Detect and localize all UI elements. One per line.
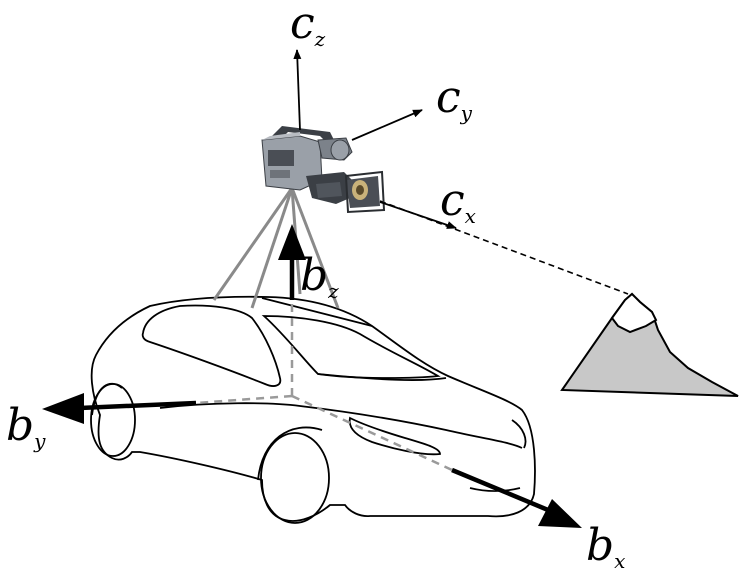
arrowhead-body-y: [42, 393, 84, 424]
camera-mount: [212, 187, 340, 309]
axis-body-x: [451, 467, 549, 513]
camera-axes: [293, 49, 457, 229]
label-body-x: bx: [586, 520, 625, 573]
label-body-z: bz: [300, 250, 339, 303]
axis-body-y: [79, 400, 197, 411]
camera: [261, 126, 386, 214]
body-axes: [79, 258, 549, 513]
mountain: [560, 292, 739, 397]
arrowhead-body-x: [538, 499, 582, 528]
axis-camera-y: [351, 109, 423, 141]
arrowhead-body-z: [278, 224, 306, 260]
label-camera-x: cx: [440, 175, 476, 228]
label-camera-z: cz: [290, 0, 326, 51]
car: [90, 295, 536, 524]
axis-camera-z: [293, 49, 302, 131]
label-body-y: by: [6, 400, 46, 453]
body-axes-hidden: [195, 300, 453, 472]
label-camera-y: cy: [436, 72, 473, 125]
axis-camera-x: [379, 201, 457, 229]
